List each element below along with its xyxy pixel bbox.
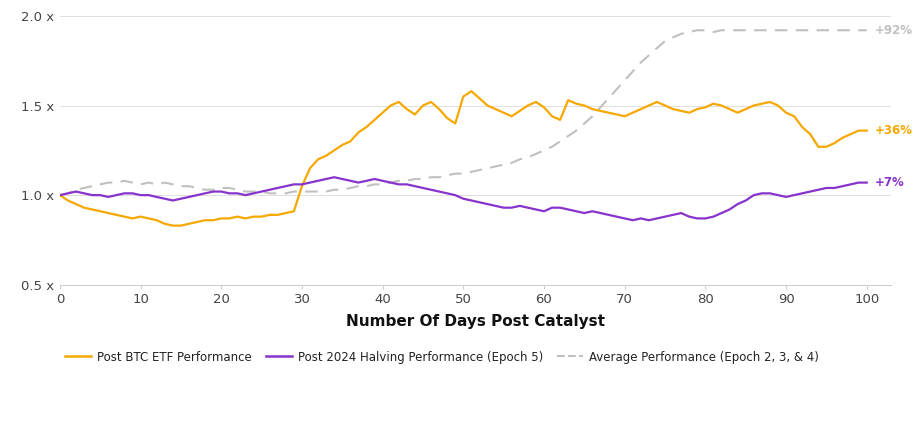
Average Performance (Epoch 2, 3, & 4) [861,27,872,33]
Text: +7%: +7% [875,176,904,189]
Post BTC ETF Performance [676,108,687,113]
Post 2024 Halving Performance (Epoch 5) [54,193,65,198]
Text: +36%: +36% [875,124,913,137]
Average Performance (Epoch 2, 3, & 4) [54,193,65,198]
Post 2024 Halving Performance (Epoch 5) [433,189,444,194]
Post 2024 Halving Performance (Epoch 5) [627,218,638,223]
Text: +92%: +92% [875,24,913,37]
Post 2024 Halving Performance (Epoch 5) [861,180,872,185]
Average Performance (Epoch 2, 3, & 4) [620,78,631,83]
Post BTC ETF Performance [54,193,65,198]
Post BTC ETF Performance [111,212,122,218]
Legend: Post BTC ETF Performance, Post 2024 Halving Performance (Epoch 5), Average Perfo: Post BTC ETF Performance, Post 2024 Halv… [61,346,824,369]
Post 2024 Halving Performance (Epoch 5) [256,189,267,194]
Post BTC ETF Performance [264,212,275,218]
Post BTC ETF Performance [466,89,477,94]
X-axis label: Number Of Days Post Catalyst: Number Of Days Post Catalyst [346,314,605,329]
Line: Average Performance (Epoch 2, 3, & 4): Average Performance (Epoch 2, 3, & 4) [60,30,867,195]
Post BTC ETF Performance [555,117,566,122]
Line: Post 2024 Halving Performance (Epoch 5): Post 2024 Halving Performance (Epoch 5) [60,177,867,220]
Post 2024 Halving Performance (Epoch 5) [547,205,558,210]
Post BTC ETF Performance [167,223,178,228]
Post 2024 Halving Performance (Epoch 5) [676,211,687,216]
Average Performance (Epoch 2, 3, & 4) [692,27,703,33]
Line: Post BTC ETF Performance: Post BTC ETF Performance [60,91,867,226]
Post BTC ETF Performance [635,106,646,112]
Post 2024 Halving Performance (Epoch 5) [111,193,122,198]
Average Performance (Epoch 2, 3, & 4) [256,189,267,194]
Average Performance (Epoch 2, 3, & 4) [425,175,436,180]
Average Performance (Epoch 2, 3, & 4) [111,180,122,185]
Post BTC ETF Performance [433,106,444,112]
Post BTC ETF Performance [861,128,872,133]
Average Performance (Epoch 2, 3, & 4) [538,148,550,153]
Post 2024 Halving Performance (Epoch 5) [328,175,339,180]
Post 2024 Halving Performance (Epoch 5) [635,216,646,221]
Average Performance (Epoch 2, 3, & 4) [659,39,670,44]
